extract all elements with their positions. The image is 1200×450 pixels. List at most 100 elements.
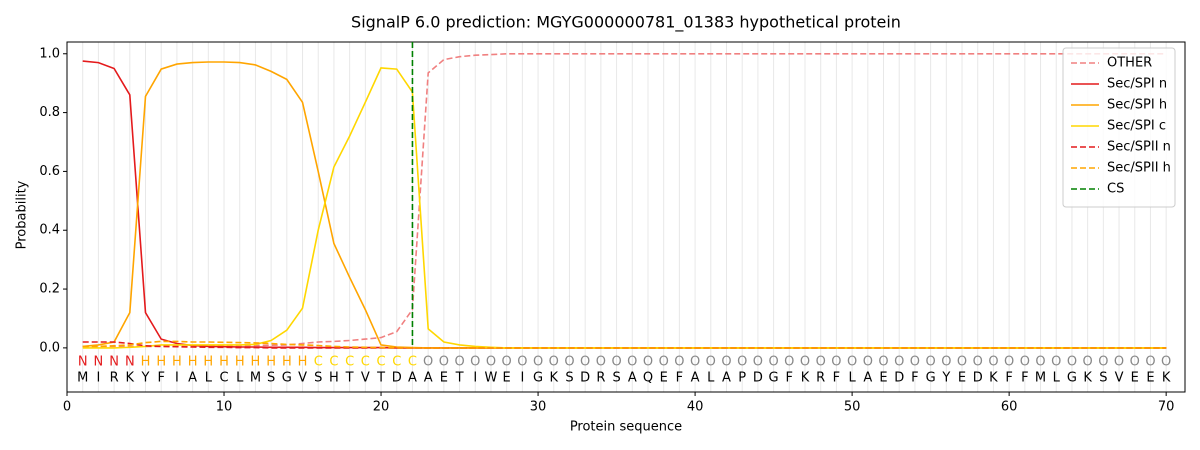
- residue-label: E: [440, 370, 448, 385]
- residue-label: M: [1035, 370, 1046, 385]
- residue-label: A: [408, 370, 417, 385]
- x-tick-label: 10: [216, 400, 233, 415]
- residue-label: S: [1099, 370, 1107, 385]
- legend-label: Sec/SPII n: [1107, 140, 1171, 155]
- region-label: O: [1004, 354, 1014, 369]
- region-label: O: [1083, 354, 1093, 369]
- chart-title: SignalP 6.0 prediction: MGYG000000781_01…: [351, 13, 901, 33]
- region-label: H: [172, 354, 182, 369]
- region-label: O: [564, 354, 574, 369]
- region-label: O: [439, 354, 449, 369]
- residue-label: A: [628, 370, 637, 385]
- residue-label: E: [503, 370, 511, 385]
- region-label: C: [314, 354, 323, 369]
- residue-label: E: [958, 370, 966, 385]
- region-label: O: [706, 354, 716, 369]
- residue-label: R: [110, 370, 119, 385]
- residue-label: A: [188, 370, 197, 385]
- region-label: O: [659, 354, 669, 369]
- region-label: O: [1130, 354, 1140, 369]
- region-label: H: [156, 354, 166, 369]
- region-label: O: [926, 354, 936, 369]
- residue-label: A: [424, 370, 433, 385]
- residue-label: P: [738, 370, 746, 385]
- region-label: N: [78, 354, 88, 369]
- residue-label: L: [205, 370, 213, 385]
- residue-label: F: [911, 370, 918, 385]
- region-label: O: [1098, 354, 1108, 369]
- region-label: O: [643, 354, 653, 369]
- residue-label: F: [676, 370, 683, 385]
- residue-label: T: [345, 370, 354, 385]
- residue-label: G: [533, 370, 543, 385]
- region-label: H: [251, 354, 261, 369]
- region-label: O: [800, 354, 810, 369]
- region-label: O: [894, 354, 904, 369]
- region-label: O: [596, 354, 606, 369]
- residue-label: I: [175, 370, 179, 385]
- residue-label: D: [753, 370, 763, 385]
- region-label: H: [282, 354, 292, 369]
- region-label: N: [94, 354, 104, 369]
- region-label: O: [1161, 354, 1171, 369]
- legend-label: Sec/SPI c: [1107, 119, 1166, 134]
- region-label: O: [768, 354, 778, 369]
- residue-label: Y: [941, 370, 950, 385]
- residue-label: K: [550, 370, 559, 385]
- residue-label: H: [329, 370, 339, 385]
- residue-label: G: [769, 370, 779, 385]
- x-tick-label: 20: [373, 400, 390, 415]
- residue-label: G: [926, 370, 936, 385]
- region-label: O: [1035, 354, 1045, 369]
- residue-label: G: [1067, 370, 1077, 385]
- residue-label: I: [473, 370, 477, 385]
- region-label: O: [784, 354, 794, 369]
- region-label: O: [910, 354, 920, 369]
- series-line: [82, 61, 1167, 349]
- region-label: O: [580, 354, 590, 369]
- region-label: O: [517, 354, 527, 369]
- region-label: O: [863, 354, 873, 369]
- y-axis-label: Probability: [15, 180, 30, 249]
- region-label: O: [737, 354, 747, 369]
- residue-label: A: [722, 370, 731, 385]
- residue-label: F: [786, 370, 793, 385]
- residue-label: E: [879, 370, 887, 385]
- series-line: [82, 60, 1167, 349]
- residue-label: K: [1083, 370, 1092, 385]
- residue-label: K: [126, 370, 135, 385]
- residue-label: Y: [141, 370, 150, 385]
- residue-label: D: [580, 370, 590, 385]
- residue-label: Q: [643, 370, 653, 385]
- residue-label: S: [267, 370, 275, 385]
- series-line: [82, 67, 1167, 349]
- residue-label: F: [1021, 370, 1028, 385]
- y-tick-label: 0.4: [39, 223, 60, 238]
- region-label: C: [361, 354, 370, 369]
- legend: OTHER Sec/SPI n Sec/SPI h Sec/SPI c Sec/SPII…: [1062, 47, 1176, 208]
- residue-label: D: [392, 370, 402, 385]
- x-tick-label: 30: [530, 400, 547, 415]
- residue-label: F: [157, 370, 164, 385]
- region-label: H: [203, 354, 213, 369]
- residue-label: L: [1053, 370, 1061, 385]
- y-tick-label: 0.0: [39, 340, 60, 355]
- region-label: C: [345, 354, 354, 369]
- residue-label: V: [298, 370, 307, 385]
- residue-label: A: [863, 370, 872, 385]
- residue-label: G: [282, 370, 292, 385]
- region-label: O: [878, 354, 888, 369]
- residue-label: L: [848, 370, 856, 385]
- residue-label: F: [1005, 370, 1012, 385]
- residue-label: A: [691, 370, 700, 385]
- residue-label: K: [801, 370, 810, 385]
- region-label: O: [627, 354, 637, 369]
- region-label: O: [486, 354, 496, 369]
- region-label: H: [235, 354, 245, 369]
- legend-label: Sec/SPI n: [1107, 77, 1167, 92]
- residue-label: F: [833, 370, 840, 385]
- x-axis-label: Protein sequence: [570, 420, 682, 435]
- region-label: O: [423, 354, 433, 369]
- region-label: O: [941, 354, 951, 369]
- series-line: [82, 53, 1167, 348]
